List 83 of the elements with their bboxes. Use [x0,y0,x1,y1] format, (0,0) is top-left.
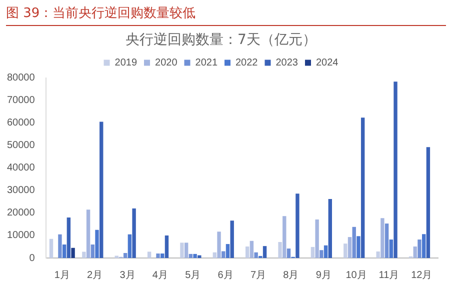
bar [394,82,398,258]
bar [198,255,202,258]
y-tick-label: 0 [29,252,36,264]
bar [413,246,417,258]
y-tick-label: 20000 [6,208,36,219]
bar [230,220,234,258]
bar [90,244,95,258]
bar [66,217,71,258]
bar [360,118,365,258]
bar [132,208,136,258]
bar [62,244,66,258]
x-tick-label: 9月 [316,270,332,281]
y-tick-label: 10000 [6,230,36,242]
bar [180,242,184,258]
y-tick-label: 60000 [6,118,36,129]
y-tick-label: 80000 [6,72,36,84]
bar [156,253,160,258]
bar [348,237,352,258]
x-tick-label: 12月 [411,270,432,281]
bar [310,246,315,258]
legend-label: 2024 [316,58,339,69]
legend-label: 2020 [155,58,178,69]
bar [226,244,230,258]
x-tick-label: 1月 [54,270,70,281]
bar [58,234,62,258]
bar [324,245,328,258]
bar [352,226,356,258]
bar [217,232,221,258]
bar [254,252,258,258]
x-tick-label: 5月 [185,270,201,281]
x-tick-label: 4月 [152,270,168,281]
bar [315,219,319,258]
legend-label: 2019 [114,58,138,69]
bar [356,236,360,258]
bar [193,254,197,258]
bar [250,240,254,258]
bar [278,242,282,258]
x-tick-label: 11月 [378,270,400,281]
x-tick-label: 3月 [120,270,136,281]
bar [49,238,54,258]
bar [262,246,267,258]
bar [100,122,104,258]
y-tick-label: 30000 [6,185,36,196]
bar [389,240,394,258]
bar [188,254,193,258]
y-tick-label: 70000 [6,95,36,106]
bar [95,230,99,258]
x-tick-label: 6月 [218,270,234,281]
bar [184,242,188,258]
x-tick-label: 7月 [250,270,266,281]
bar [426,147,430,258]
y-tick-label: 50000 [6,140,36,152]
bar [384,224,389,258]
bar [128,234,132,258]
bar [380,218,384,258]
bar [160,253,164,258]
bar [246,246,250,258]
legend-label: 2021 [195,58,218,69]
x-tick-label: 8月 [283,270,299,281]
bar [82,252,86,258]
bar [71,248,75,258]
bar [328,198,332,258]
bar [296,194,300,258]
legend-label: 2023 [276,58,298,69]
bar [86,210,90,258]
x-tick-label: 2月 [87,270,103,281]
bar [147,252,152,258]
bar [123,253,128,258]
bar [376,251,380,258]
bar [320,250,324,258]
bar [344,244,348,258]
x-tick-label: 10月 [346,270,367,281]
bar [222,251,226,258]
chart-subtitle: 央行逆回购数量：7天（亿元） [126,32,316,48]
bar [286,248,291,258]
bar [212,252,217,258]
bar [422,234,426,258]
bar [164,235,169,258]
bar [418,240,422,258]
bar [282,216,286,258]
y-tick-label: 40000 [6,162,36,174]
legend-label: 2022 [236,58,258,69]
chart-title: 图 39：当前央行逆回购数量较低 [6,4,446,26]
